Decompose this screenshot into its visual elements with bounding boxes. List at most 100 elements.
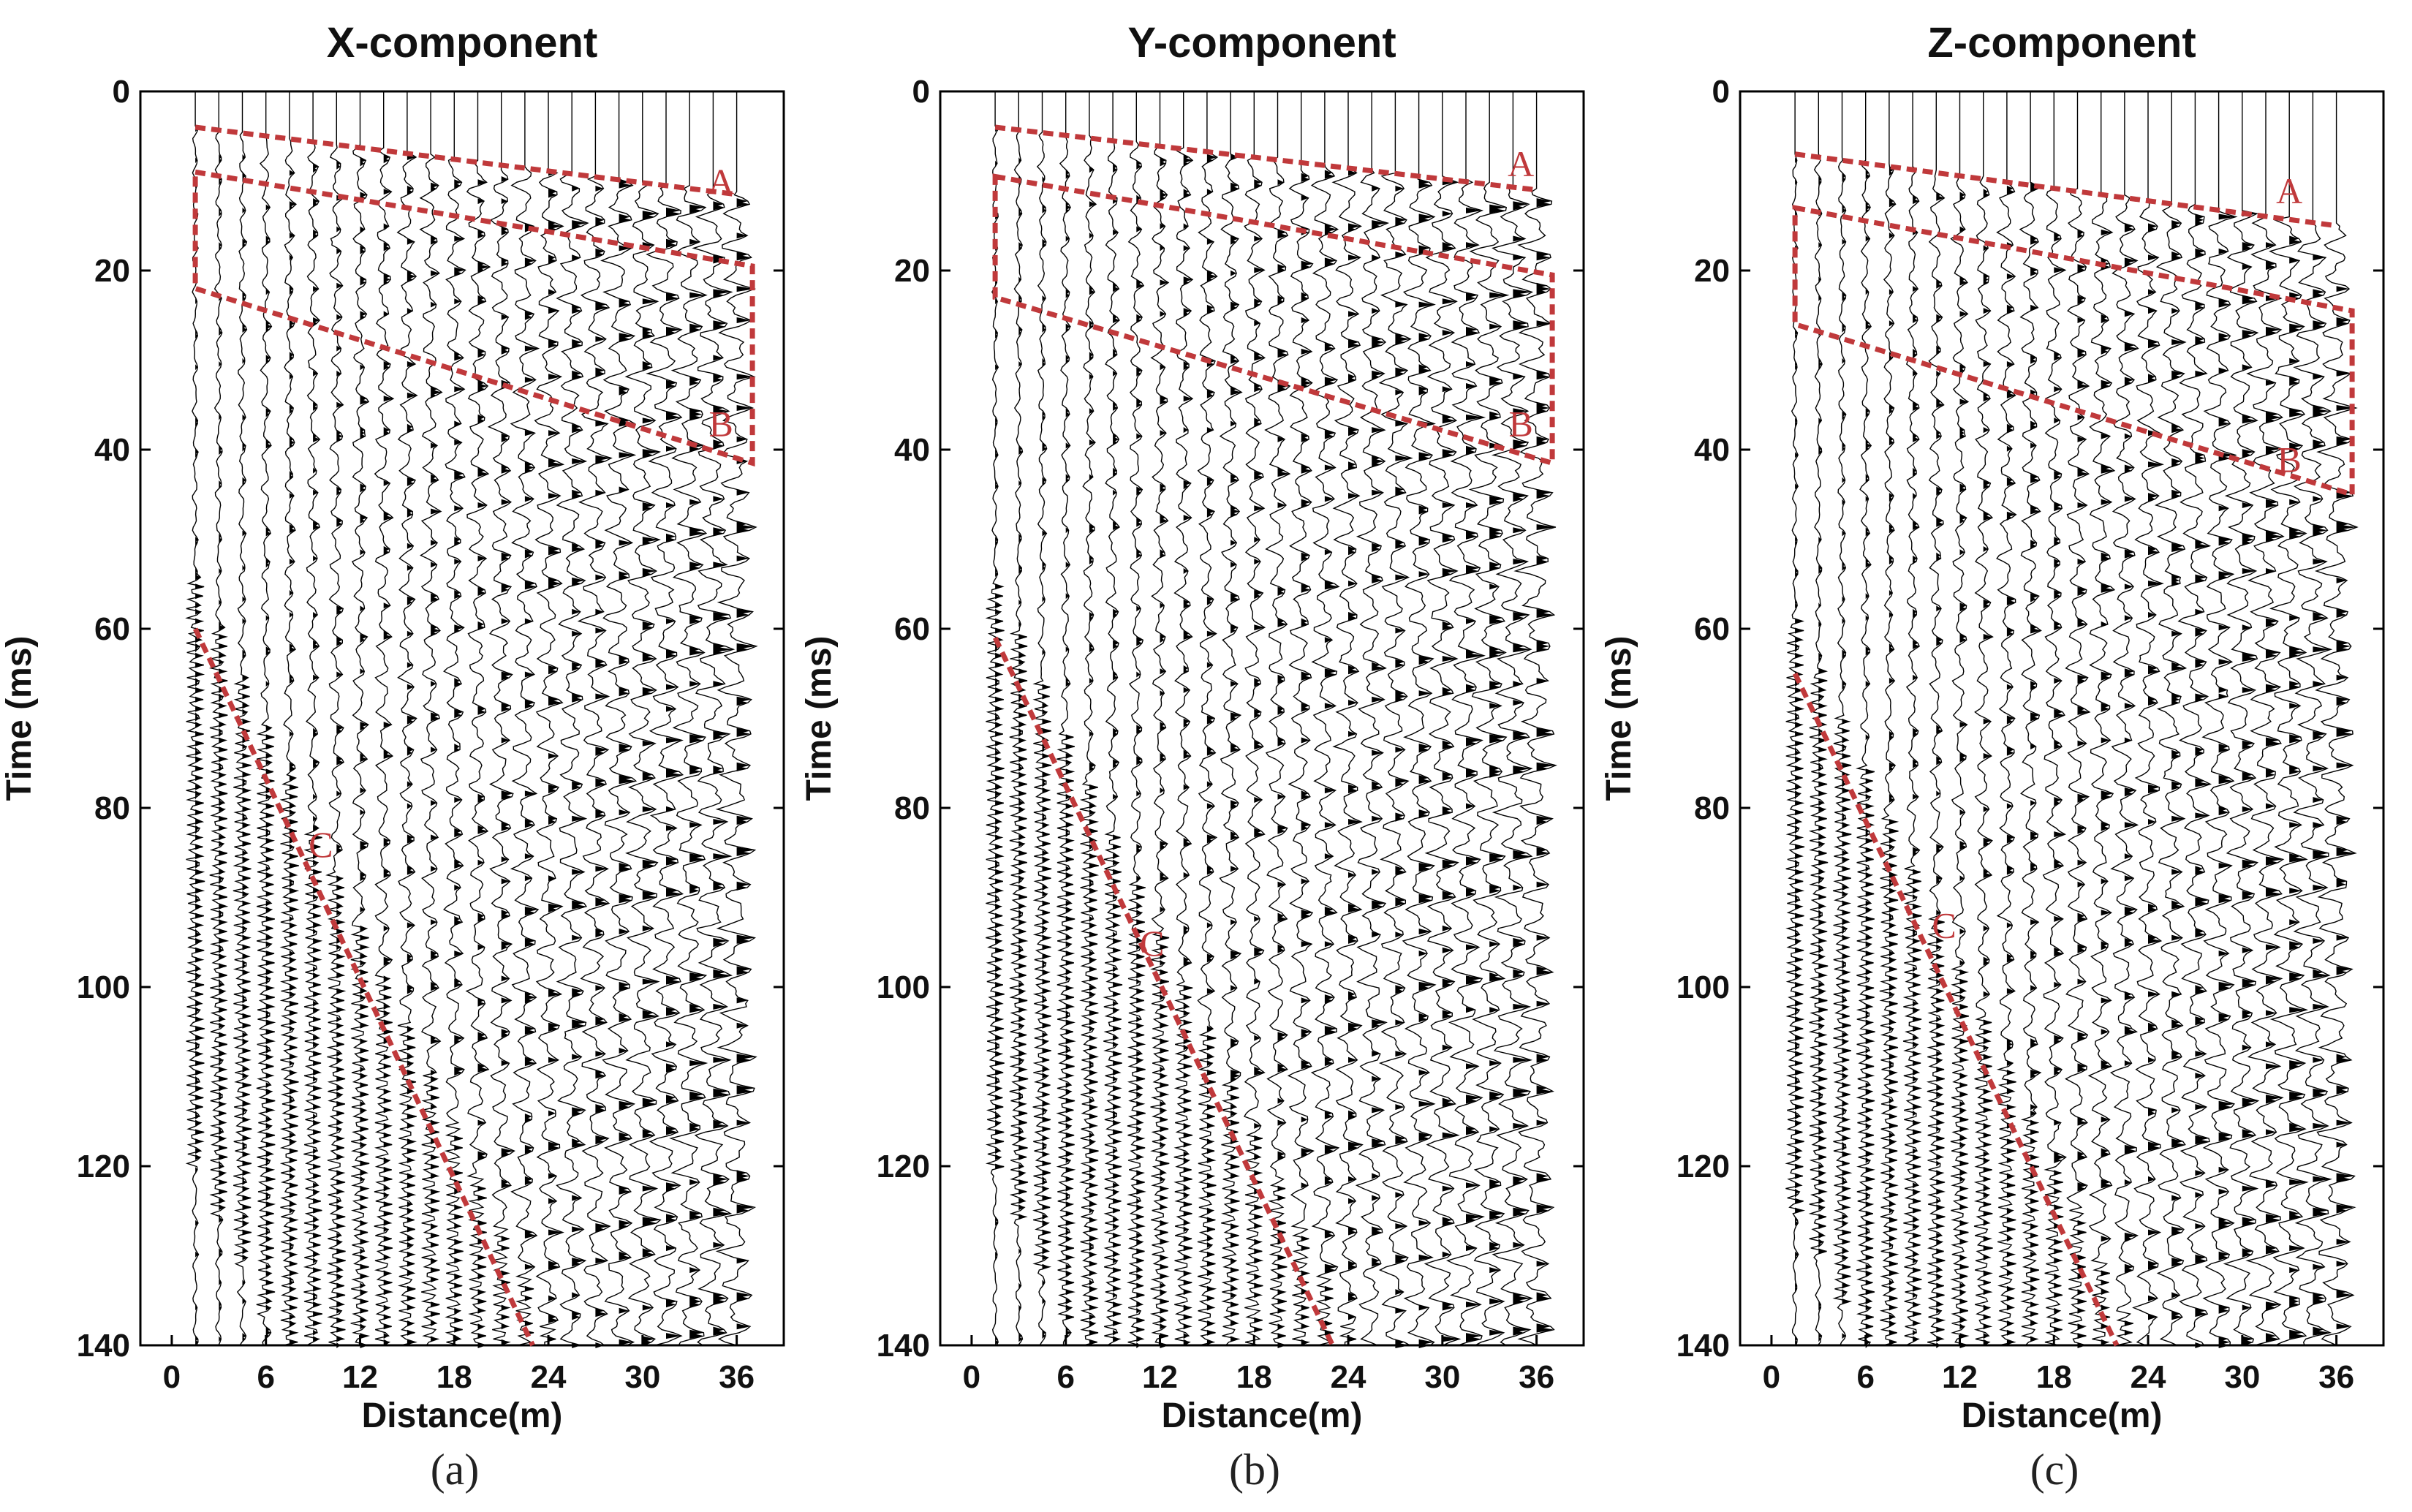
trace-17: [2154, 91, 2188, 1346]
trace-fill-18: [1395, 185, 1412, 1348]
x-axis-label: Distance(m): [1162, 1396, 1363, 1435]
trace-8: [1950, 91, 1970, 1346]
x-tick-label: 24: [1331, 1359, 1366, 1395]
trace-fill-13: [2077, 229, 2090, 1348]
y-tick-label: 80: [894, 790, 930, 826]
y-tick-label: 60: [1694, 611, 1730, 647]
x-tick-label: 6: [257, 1359, 274, 1395]
y-tick-label: 20: [1694, 253, 1730, 289]
annotation-line-C: [1792, 672, 2120, 1347]
trace-23: [692, 91, 736, 1346]
trace-fill-22: [689, 204, 706, 1339]
y-axis-label: Time (ms): [800, 636, 839, 801]
trace-fill-2: [1018, 157, 1029, 1342]
annotation-line-A: [1794, 151, 2337, 229]
trace-fill-10: [1206, 154, 1217, 1345]
trace-16: [1331, 91, 1364, 1346]
trace-fill-12: [2054, 233, 2066, 1333]
annotation-label-B: B: [1508, 403, 1532, 444]
x-tick-label: 0: [963, 1359, 980, 1395]
trace-fill-20: [2242, 211, 2258, 1345]
x-tick-label: 0: [1763, 1359, 1780, 1395]
y-tick-label: 140: [77, 1328, 130, 1364]
annotation-label-C: C: [1932, 904, 1956, 945]
trace-fill-18: [2195, 213, 2211, 1348]
trace-fill-13: [1277, 179, 1290, 1348]
x-tick-label: 12: [342, 1359, 378, 1395]
trace-fill-6: [1113, 163, 1122, 1342]
trace-fill-7: [1936, 192, 1946, 1348]
trace-fill-5: [289, 170, 299, 1345]
x-tick-label: 30: [2224, 1359, 2260, 1395]
trace-6: [1902, 91, 1923, 1346]
trace-fill-23: [713, 201, 734, 1336]
y-tick-label: 60: [94, 611, 130, 647]
trace-24: [1513, 91, 1557, 1346]
trace-24: [715, 91, 758, 1346]
trace-fill-14: [2101, 229, 2114, 1345]
panel-3: Z-component 0 20 40 60 80 100 120 140 0 6 12 18 24 30 3…: [1600, 19, 2385, 1494]
annotation-line-A: [194, 124, 738, 197]
trace-fill-22: [1489, 204, 1508, 1336]
panel-sublabel: (c): [2030, 1445, 2079, 1494]
x-tick-label: 12: [1942, 1359, 1978, 1395]
trace-15: [510, 91, 540, 1346]
annotation-label-A: A: [2276, 170, 2302, 211]
trace-5: [279, 91, 300, 1346]
trace-13: [465, 91, 491, 1346]
trace-fill-1: [195, 126, 205, 1345]
trace-fill-5: [1089, 167, 1099, 1345]
trace-7: [325, 91, 347, 1346]
x-tick-label: 36: [719, 1359, 755, 1395]
y-tick-label: 80: [1694, 790, 1730, 826]
trace-fill-14: [501, 176, 515, 1345]
trace-14: [1287, 91, 1315, 1346]
trace-2: [1008, 91, 1029, 1346]
trace-fill-4: [265, 204, 276, 1339]
x-tick-label: 18: [1236, 1359, 1272, 1395]
y-tick-label: 120: [77, 1149, 130, 1184]
x-tick-label: 24: [531, 1359, 567, 1395]
trace-fill-2: [1818, 176, 1829, 1342]
trace-fill-14: [1301, 173, 1314, 1345]
trace-16: [2132, 91, 2164, 1346]
y-tick-label: 140: [1676, 1328, 1730, 1364]
y-tick-label: 60: [894, 611, 930, 647]
trace-fill-3: [1042, 176, 1052, 1339]
seismic-traces: [185, 91, 758, 1349]
trace-15: [1310, 91, 1340, 1346]
trace-fill-16: [548, 170, 564, 1342]
trace-fill-24: [736, 198, 757, 1330]
trace-fill-8: [360, 157, 370, 1348]
trace-2: [1808, 91, 1829, 1346]
trace-17: [556, 91, 589, 1346]
trace-4: [1056, 91, 1076, 1346]
trace-fill-1: [1795, 157, 1804, 1345]
y-tick-label: 20: [94, 253, 130, 289]
seismic-traces: [1785, 91, 2359, 1348]
trace-15: [2110, 91, 2139, 1346]
trace-fill-22: [2289, 235, 2307, 1339]
trace-4: [255, 91, 276, 1346]
y-tick-label: 0: [1712, 74, 1730, 110]
trace-12: [1243, 91, 1266, 1346]
y-tick-label: 0: [912, 74, 930, 110]
trace-fill-12: [454, 179, 466, 1342]
x-tick-label: 30: [624, 1359, 660, 1395]
annotations: A B C: [192, 124, 755, 1347]
trace-fill-8: [1959, 192, 1969, 1348]
trace-4: [1856, 91, 1875, 1346]
trace-20: [2223, 91, 2260, 1346]
trace-fill-21: [2266, 242, 2284, 1342]
trace-fill-2: [219, 154, 228, 1342]
x-tick-label: 36: [2318, 1359, 2354, 1395]
plot-frame: [939, 90, 1585, 1347]
trace-23: [2293, 91, 2333, 1346]
trace-fill-20: [1442, 179, 1459, 1342]
trace-21: [1445, 91, 1486, 1346]
y-tick-label: 100: [877, 969, 930, 1005]
x-tick-label: 6: [1856, 1359, 1874, 1395]
y-tick-label: 40: [1694, 432, 1730, 468]
trace-fill-8: [1160, 157, 1170, 1348]
y-tick-label: 120: [1676, 1149, 1730, 1184]
